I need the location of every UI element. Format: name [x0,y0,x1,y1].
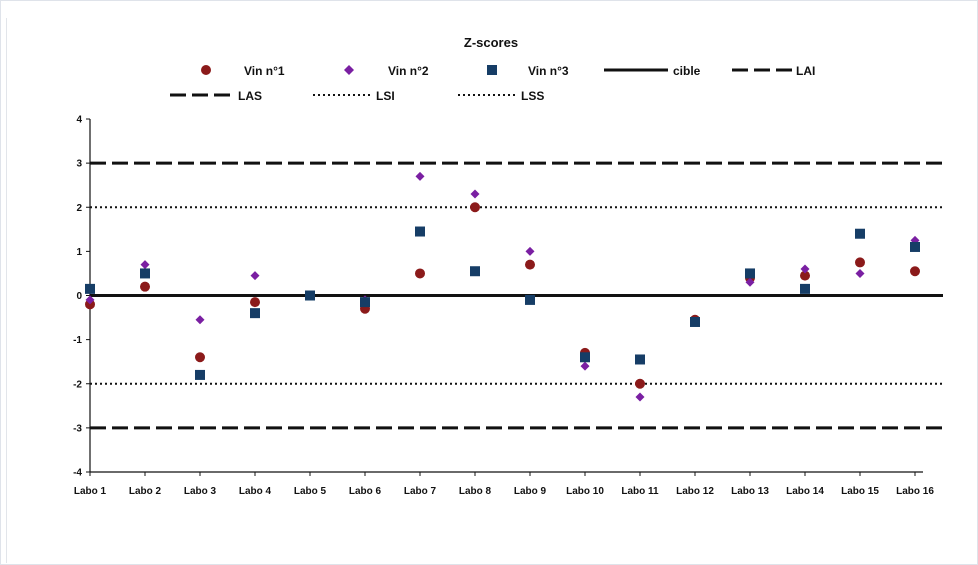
x-tick-label: Labo 15 [841,486,879,497]
legend-label-cible: cible [673,64,701,78]
y-tick-label: 1 [76,247,82,258]
legend-label-lss: LSS [521,89,544,103]
x-tick-label: Labo 9 [514,486,547,497]
point-vin3 [250,308,260,319]
point-vin1 [415,268,425,279]
legend-marker-vin3 [487,65,497,75]
point-vin3 [85,283,95,294]
x-tick-label: Labo 2 [129,486,162,497]
x-tick-label: Labo 13 [731,486,769,497]
legend-label-vin3: Vin n°3 [528,64,569,78]
point-vin1 [525,259,535,270]
point-vin1 [635,378,645,389]
y-tick-label: 2 [76,203,82,214]
point-vin1 [800,270,810,281]
point-vin1 [470,202,480,213]
point-vin2 [470,189,480,199]
point-vin3 [580,352,590,363]
point-vin1 [855,257,865,268]
point-vin3 [470,266,480,277]
point-vin1 [250,297,260,308]
plot-area: 4 3 2 1 0 -1 -2 -3 -4 Labo 1 Labo 2 Labo 3 Labo 4 Lab… [73,115,943,497]
point-vin3 [910,241,920,252]
x-tick-label: Labo 14 [786,486,824,497]
point-vin3 [525,294,535,305]
point-vin2 [855,268,865,278]
point-vin1 [195,352,205,363]
y-tick-label: -3 [73,423,82,434]
point-vin3 [635,354,645,365]
y-tick-label: 0 [76,291,82,302]
point-vin2 [140,260,150,270]
y-tick-label: -2 [73,379,82,390]
x-tick-label: Labo 4 [239,486,272,497]
x-tick-label: Labo 10 [566,486,604,497]
y-tick-label: 4 [76,115,82,126]
legend-marker-vin1 [201,65,211,75]
legend-label-lsi: LSI [376,89,395,103]
y-tick-label: 3 [76,159,82,170]
point-vin3 [305,290,315,301]
legend-label-vin1: Vin n°1 [244,64,285,78]
y-tick-label: -4 [73,468,82,479]
legend-label-vin2: Vin n°2 [388,64,429,78]
x-tick-label: Labo 5 [294,486,327,497]
point-vin3 [140,268,150,279]
y-tick-label: -1 [73,335,82,346]
point-vin1 [140,281,150,292]
x-tick-label: Labo 8 [459,486,492,497]
point-vin3 [745,268,755,279]
point-vin2 [745,277,755,287]
point-vin3 [360,297,370,308]
point-vin3 [195,369,205,380]
x-tick-label: Labo 11 [621,486,659,497]
point-vin3 [690,316,700,327]
point-vin3 [415,226,425,237]
legend: Vin n°1 Vin n°2 Vin n°3 cible LAI LAS LS… [170,64,815,103]
point-vin3 [855,228,865,239]
point-vin2 [85,295,95,305]
point-vin1 [910,266,920,277]
x-tick-label: Labo 16 [896,486,934,497]
point-vin3 [800,283,810,294]
x-tick-label: Labo 7 [404,486,437,497]
point-vin2 [195,315,205,325]
legend-marker-vin2 [344,65,354,75]
point-vin2 [415,171,425,181]
legend-label-lai: LAI [796,64,815,78]
point-vin2 [525,246,535,256]
point-vin2 [580,361,590,371]
frame-left-border [6,18,7,563]
legend-label-las: LAS [238,89,262,103]
chart-title: Z-scores [464,35,518,50]
point-vin2 [800,264,810,274]
x-tick-label: Labo 3 [184,486,217,497]
x-tick-label: Labo 6 [349,486,382,497]
x-tick-label: Labo 1 [74,486,107,497]
point-vin2 [250,271,260,281]
point-vin2 [635,392,645,402]
x-tick-label: Labo 12 [676,486,714,497]
